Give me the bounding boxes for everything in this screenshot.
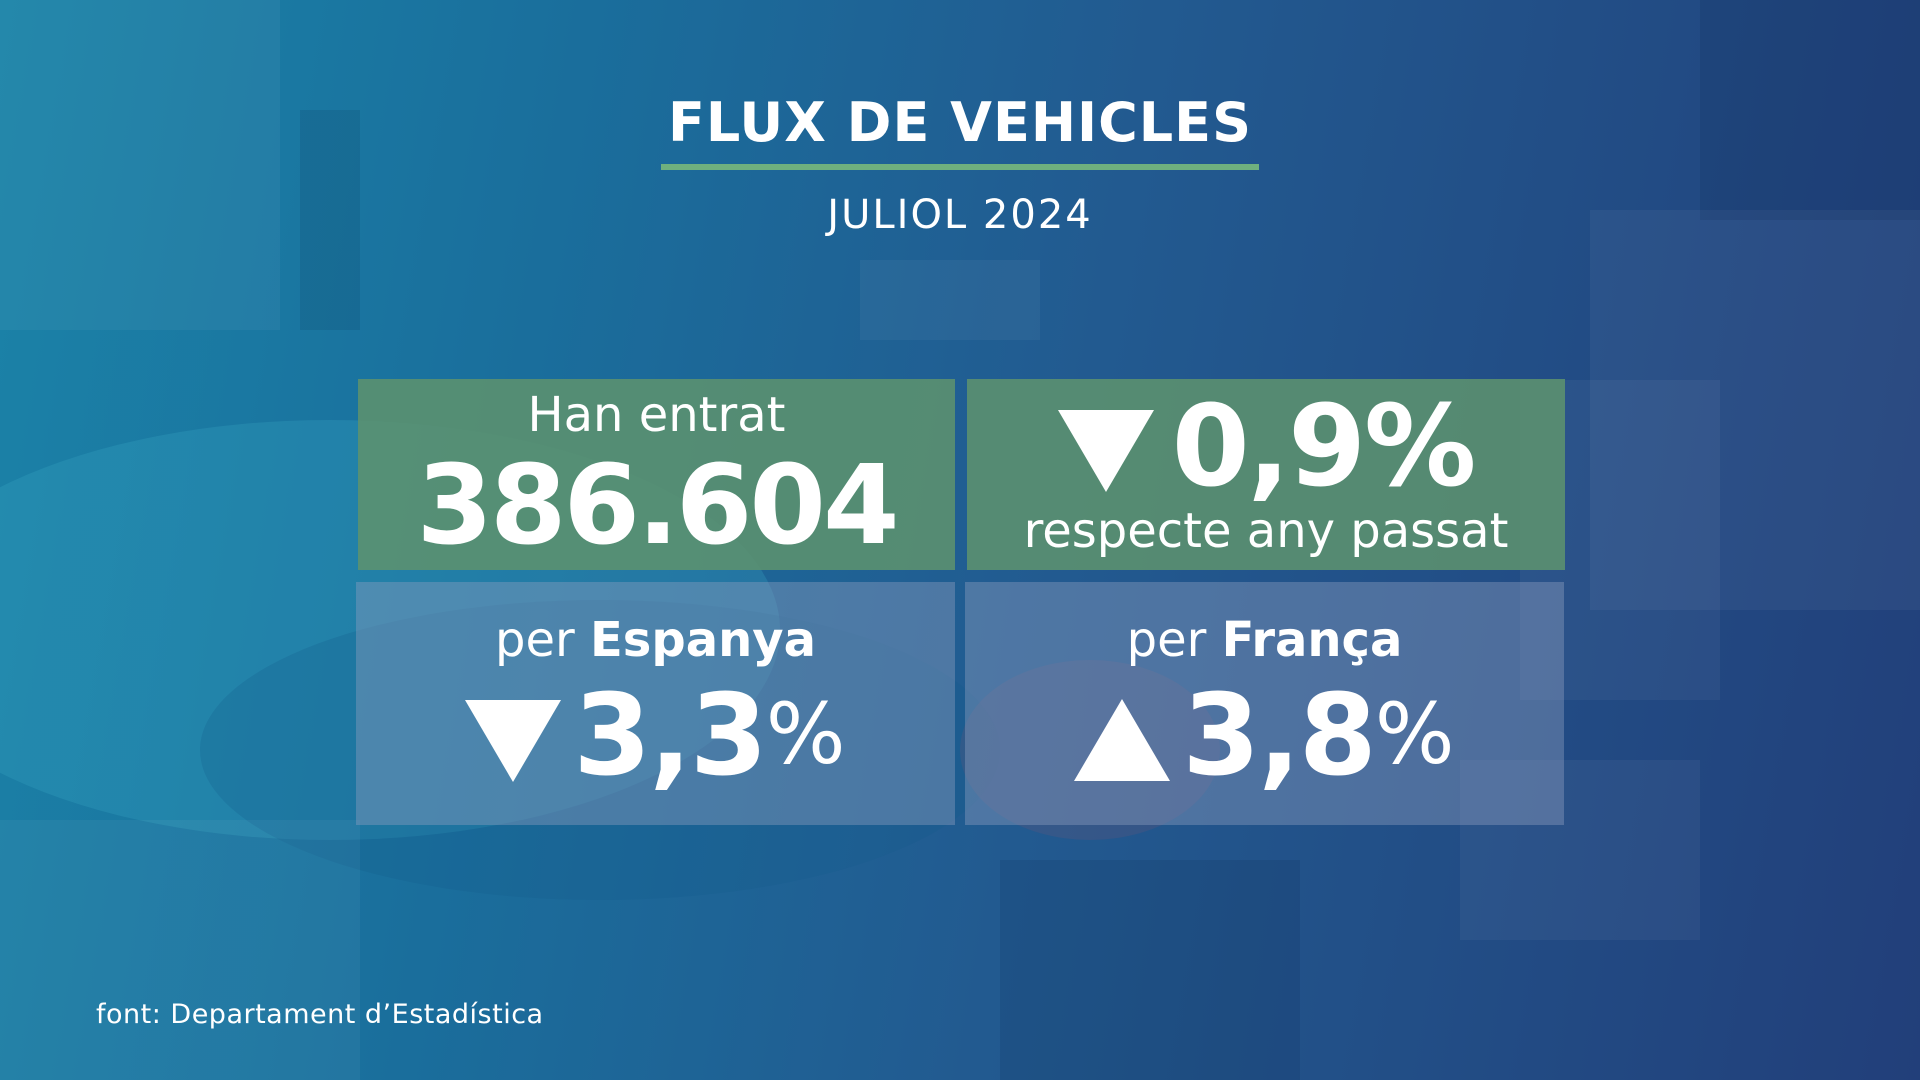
yearly-change-label: respecte any passat (1023, 503, 1509, 559)
spain-change-row: 3,3 % (356, 674, 955, 798)
spain-change-value: 3,3 (573, 671, 767, 801)
france-change-value: 3,8 (1182, 671, 1376, 801)
arrow-down-icon (1057, 410, 1154, 492)
arrow-up-icon (1074, 699, 1171, 781)
vehicles-entered-value: 386.604 (416, 441, 899, 569)
page-subtitle: JULIOL 2024 (827, 192, 1093, 238)
france-country: França (1221, 612, 1403, 668)
vehicles-entered-label: Han entrat (527, 387, 786, 443)
france-change-row: 3,8 % (965, 674, 1564, 798)
spain-country: Espanya (590, 612, 816, 668)
spain-prefix: per (495, 612, 575, 668)
vehicles-entered-panel: Han entrat 386.604 (358, 379, 955, 570)
france-label: per França (965, 612, 1564, 668)
source-note: font: Departament d’Estadística (96, 999, 544, 1030)
title-underline (661, 164, 1259, 170)
france-panel: per França 3,8 % (965, 582, 1564, 825)
yearly-change-row: 0,9% (967, 387, 1565, 507)
france-change-unit: % (1374, 685, 1455, 783)
yearly-change-panel: 0,9% respecte any passat (967, 379, 1565, 570)
spain-label: per Espanya (356, 612, 955, 668)
yearly-change-value: 0,9% (1171, 382, 1477, 512)
arrow-down-icon (465, 700, 562, 782)
header: FLUX DE VEHICLES JULIOL 2024 (660, 90, 1260, 240)
page-title: FLUX DE VEHICLES (668, 91, 1252, 154)
spain-change-unit: % (765, 685, 846, 783)
france-prefix: per (1126, 612, 1207, 668)
spain-panel: per Espanya 3,3 % (356, 582, 955, 825)
